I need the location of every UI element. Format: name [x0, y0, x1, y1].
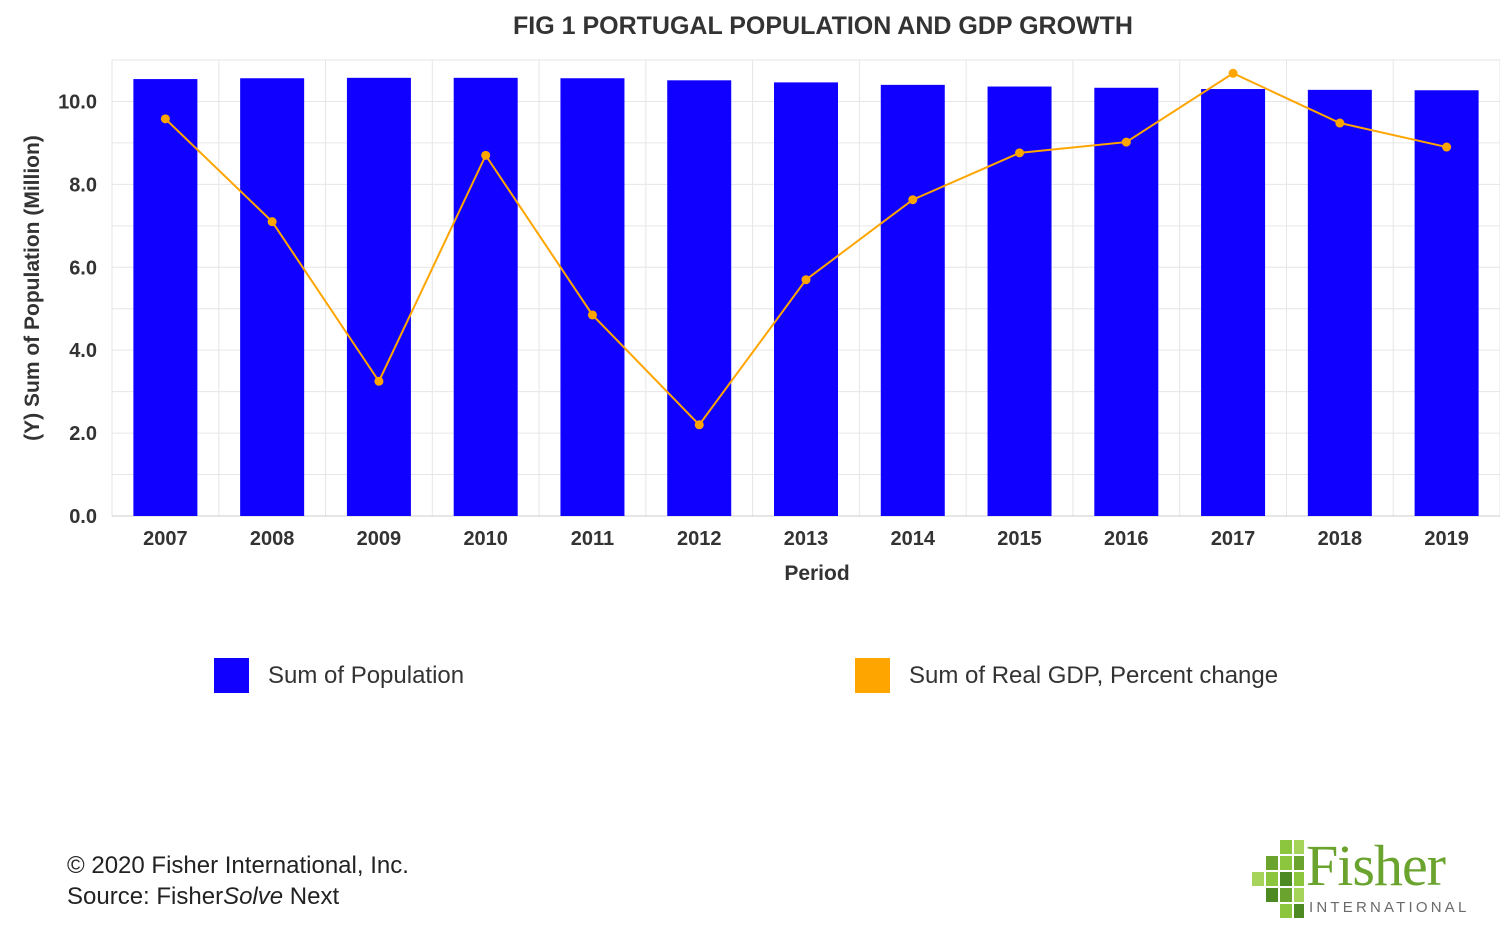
legend-label-gdp: Sum of Real GDP, Percent change: [909, 661, 1279, 689]
legend-label-population: Sum of Population: [268, 661, 465, 689]
x-tick-label: 2019: [1424, 528, 1469, 550]
gdp-point: [1121, 137, 1131, 147]
x-tick-label: 2012: [677, 528, 722, 550]
population-bar: [346, 77, 411, 517]
gdp-point: [908, 195, 918, 205]
x-tick-label: 2013: [784, 528, 829, 550]
y-axis-title: (Y) Sum of Population (Million): [21, 135, 44, 441]
y-tick-label: 0.0: [69, 506, 97, 528]
x-tick-label: 2008: [250, 528, 295, 550]
population-bar: [240, 78, 305, 517]
legend-swatch-population: [214, 658, 249, 693]
copyright-text: © 2020 Fisher International, Inc.: [67, 852, 409, 879]
population-bar: [1094, 87, 1159, 517]
chart-title: FIG 1 PORTUGAL POPULATION AND GDP GROWTH: [513, 12, 1133, 40]
population-bar: [1414, 90, 1479, 517]
gdp-point: [374, 376, 384, 386]
x-tick-label: 2016: [1104, 528, 1149, 550]
y-tick-label: 4.0: [69, 340, 97, 362]
population-bar: [667, 80, 732, 516]
legend-item-population[interactable]: Sum of Population: [214, 658, 464, 693]
gdp-point: [587, 310, 597, 320]
population-bar: [453, 77, 518, 517]
x-axis-ticks: 2007 2008 2009 2010 2011 2012 2013 2014 2015 2016…: [143, 528, 1469, 550]
logo-wordmark: Fisher: [1306, 833, 1446, 898]
gdp-point: [481, 150, 491, 160]
x-tick-label: 2017: [1211, 528, 1256, 550]
population-bars: [133, 77, 1479, 517]
gdp-point: [1442, 142, 1452, 152]
y-tick-label: 6.0: [69, 257, 97, 279]
x-tick-label: 2010: [463, 528, 508, 550]
population-bar: [1201, 89, 1266, 516]
x-tick-label: 2018: [1318, 528, 1363, 550]
logo-subtitle: INTERNATIONAL: [1309, 899, 1470, 916]
legend-item-gdp[interactable]: Sum of Real GDP, Percent change: [855, 658, 1278, 693]
x-tick-label: 2011: [571, 528, 614, 550]
population-bar: [774, 82, 838, 517]
y-tick-label: 10.0: [58, 91, 97, 113]
x-tick-label: 2007: [143, 528, 188, 550]
x-tick-label: 2009: [357, 528, 402, 550]
logo-mark-icon: [1252, 840, 1304, 918]
fisher-logo: Fisher INTERNATIONAL: [1250, 833, 1480, 923]
source-italic: Solve: [223, 883, 284, 910]
population-bar: [1307, 89, 1372, 516]
x-tick-label: 2014: [891, 528, 936, 550]
gdp-point: [267, 217, 277, 227]
y-tick-label: 8.0: [69, 174, 97, 196]
source-prefix: Source: Fisher: [67, 883, 224, 910]
footer: © 2020 Fisher International, Inc. Source…: [67, 850, 409, 912]
y-tick-label: 2.0: [69, 423, 97, 445]
y-axis-ticks: 0.0 2.0 4.0 6.0 8.0 10.0: [58, 91, 97, 528]
gdp-point: [1015, 148, 1025, 158]
gdp-point: [1228, 68, 1238, 78]
gdp-point: [694, 420, 704, 430]
legend-swatch-gdp: [855, 658, 890, 693]
gdp-line: [160, 68, 1452, 430]
population-bar: [133, 79, 198, 516]
x-axis-title: Period: [784, 562, 849, 585]
legend: Sum of Population Sum of Real GDP, Perce…: [0, 655, 1500, 701]
gdp-point: [160, 114, 170, 124]
source-text: Source: FisherSolve Next: [67, 881, 409, 912]
population-bar: [560, 78, 625, 517]
x-tick-label: 2015: [997, 528, 1042, 550]
population-bar: [987, 86, 1052, 516]
population-bar: [880, 84, 945, 516]
gdp-point: [1335, 118, 1345, 128]
gdp-point: [801, 275, 811, 285]
source-suffix: Next: [283, 883, 340, 910]
